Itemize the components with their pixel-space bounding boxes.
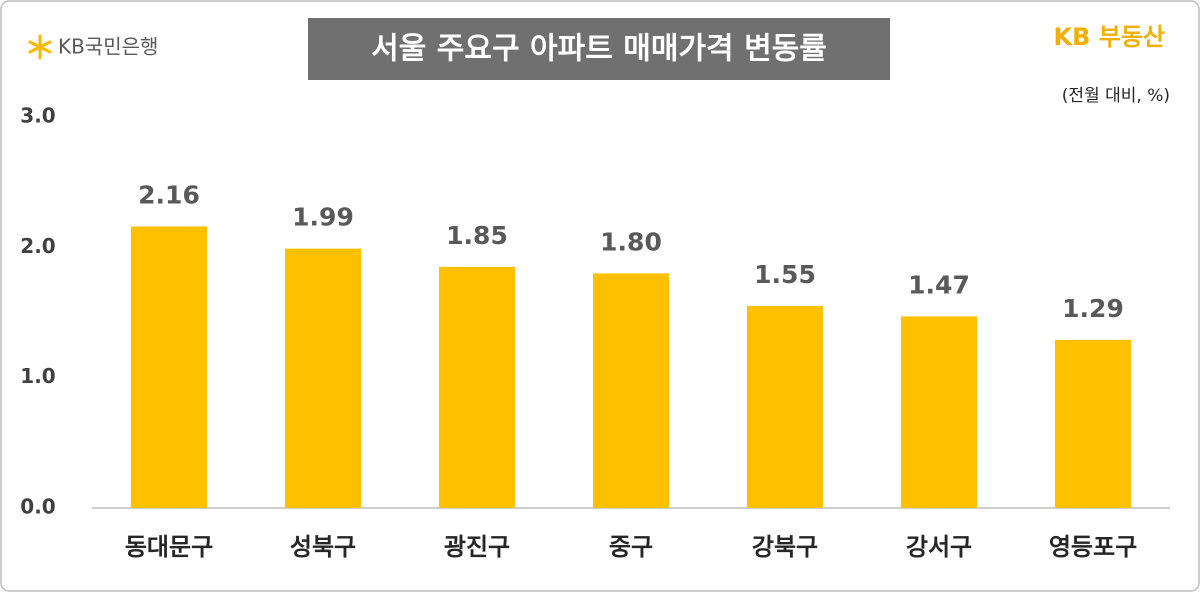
x-tick-label: 동대문구 (125, 533, 213, 561)
bar (439, 266, 515, 508)
value-label: 1.47 (908, 270, 970, 299)
bar (747, 305, 823, 508)
y-tick-label: 2.0 (20, 234, 55, 258)
chart-title: 서울 주요구 아파트 매매가격 변동률 (371, 32, 827, 67)
bar (901, 316, 977, 508)
x-tick-label: 광진구 (444, 533, 510, 561)
kb-logo-icon (28, 34, 52, 60)
value-label: 1.85 (446, 221, 508, 250)
x-tick-label: 영등포구 (1049, 533, 1137, 561)
value-label: 2.16 (138, 180, 200, 209)
value-label: 1.29 (1062, 294, 1124, 323)
x-tick-label: 강북구 (752, 533, 818, 561)
bar (1055, 339, 1131, 508)
title-box (308, 18, 890, 80)
bar (131, 226, 207, 509)
x-tick-label: 성북구 (290, 533, 356, 561)
x-tick-label: 중구 (609, 533, 653, 561)
x-tick-label: 강서구 (906, 533, 972, 561)
y-tick-label: 3.0 (20, 104, 55, 128)
chart-subtitle: (전월 대비, %) (1062, 86, 1170, 106)
value-label: 1.99 (292, 203, 354, 232)
value-label: 1.55 (754, 260, 816, 289)
value-label: 1.80 (600, 227, 662, 256)
brand-right: KB 부동산 (1054, 23, 1166, 51)
brand-left: KB국민은행 (58, 35, 158, 59)
bar (593, 273, 669, 508)
y-tick-label: 0.0 (20, 495, 55, 519)
y-tick-label: 1.0 (20, 364, 55, 388)
bar (285, 248, 361, 509)
